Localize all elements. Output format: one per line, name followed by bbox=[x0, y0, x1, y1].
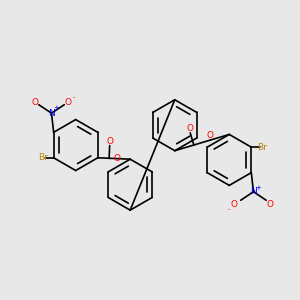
Text: O: O bbox=[65, 98, 72, 107]
Text: N: N bbox=[48, 109, 55, 118]
Text: O: O bbox=[231, 200, 238, 209]
Text: O: O bbox=[113, 154, 120, 163]
Text: O: O bbox=[31, 98, 38, 107]
Text: +: + bbox=[256, 185, 262, 191]
Text: O: O bbox=[187, 124, 194, 133]
Text: O: O bbox=[207, 131, 214, 140]
Text: -: - bbox=[72, 94, 75, 100]
Text: O: O bbox=[106, 137, 113, 146]
Text: Br: Br bbox=[38, 153, 48, 162]
Text: Br: Br bbox=[257, 143, 267, 152]
Text: -: - bbox=[228, 207, 230, 213]
Text: +: + bbox=[54, 105, 59, 111]
Text: O: O bbox=[267, 200, 274, 209]
Text: N: N bbox=[250, 187, 257, 196]
